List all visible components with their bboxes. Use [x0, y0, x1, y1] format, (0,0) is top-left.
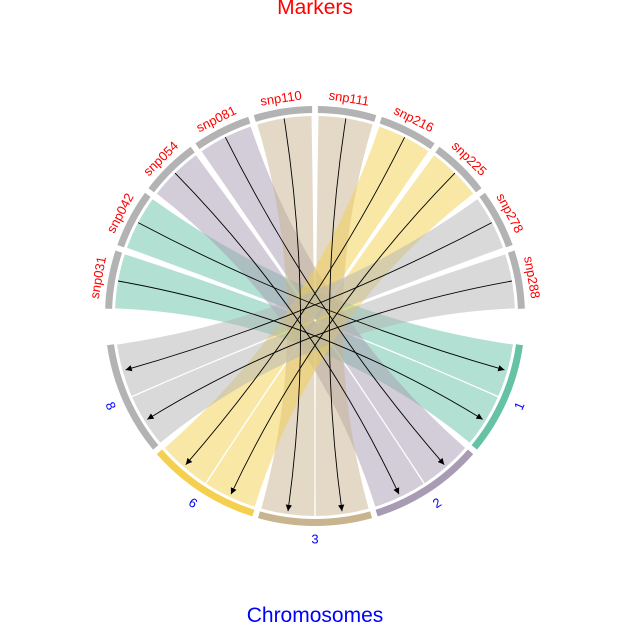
- sector-chromosome-1: [471, 344, 523, 450]
- sector-chromosome-6: [156, 449, 255, 517]
- chromosome-label-6: 6: [186, 495, 200, 512]
- sector-snp216: [379, 116, 435, 150]
- chart-title-markers: Markers: [277, 0, 353, 19]
- sector-snp278: [479, 192, 513, 248]
- chromosome-label-3: 3: [311, 532, 318, 547]
- link-line-snp081-to-2: [224, 137, 445, 465]
- ribbon-snp111-to-3: [315, 116, 373, 516]
- marker-label-snp054: snp054: [140, 138, 181, 179]
- sector-chromosome-8: [107, 344, 159, 450]
- chromosome-label-2: 2: [430, 495, 444, 512]
- marker-label-snp110: snp110: [259, 88, 303, 109]
- link-line-snp288-to-8: [147, 280, 512, 420]
- ribbon-snp278-to-8: [117, 199, 503, 396]
- marker-label-snp111: snp111: [328, 88, 371, 109]
- link-line-snp278-to-8: [125, 222, 493, 372]
- sector-snp042: [117, 192, 151, 248]
- sector-chromosome-3: [257, 511, 373, 527]
- sector-chromosome-2: [375, 449, 474, 517]
- sector-snp054: [148, 146, 195, 193]
- marker-label-snp031: snp031: [87, 255, 109, 300]
- sector-layer: [105, 106, 525, 527]
- sector-snp225: [435, 146, 482, 193]
- marker-label-snp288: snp288: [521, 255, 543, 300]
- chromosome-label-1: 1: [511, 400, 528, 413]
- link-line-snp031-to-1: [118, 280, 483, 420]
- link-line-snp225-to-6: [230, 172, 456, 495]
- marker-label-snp225: snp225: [449, 138, 490, 179]
- chromosome-label-8: 8: [102, 400, 119, 413]
- chart-title-chromosomes: Chromosomes: [246, 604, 384, 627]
- sector-snp111: [317, 106, 377, 122]
- ribbon-layer: [115, 116, 515, 516]
- link-line-snp111-to-3: [328, 118, 347, 512]
- ribbon-snp110-to-3: [257, 116, 315, 516]
- sector-snp081: [195, 116, 251, 150]
- link-line-layer: [118, 118, 512, 512]
- sector-snp288: [507, 250, 525, 309]
- sector-snp031: [105, 250, 123, 309]
- link-line-snp042-to-1: [137, 222, 505, 372]
- sector-snp110: [253, 106, 313, 122]
